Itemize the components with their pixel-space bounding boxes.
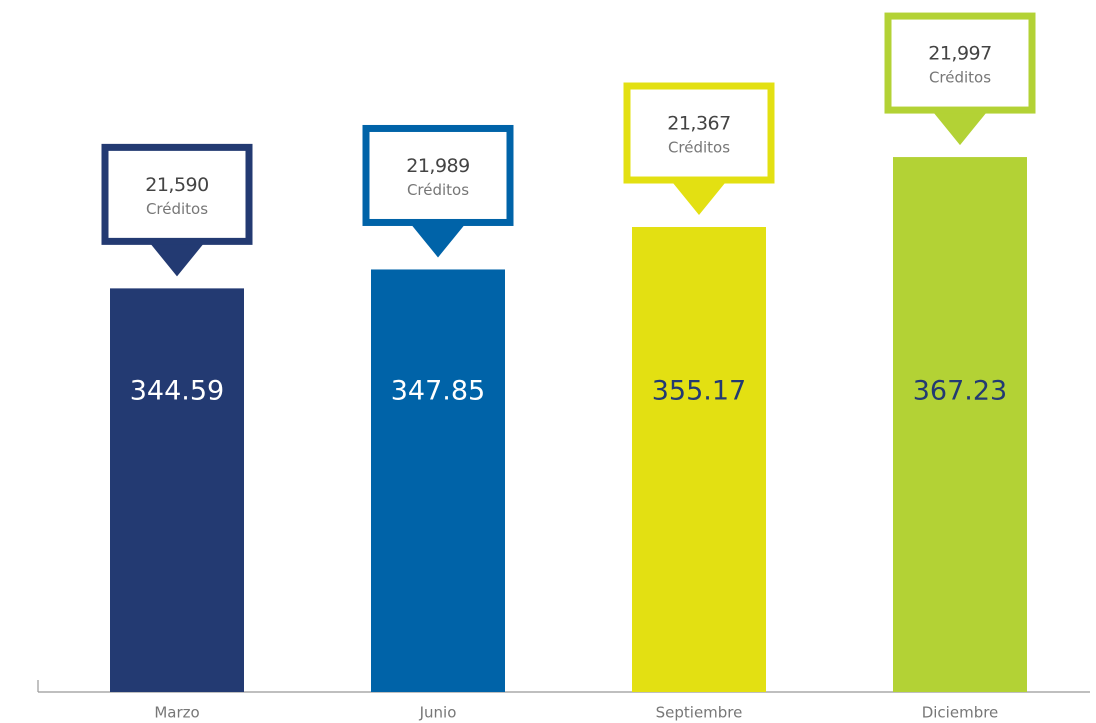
x-tick-label: Junio xyxy=(419,704,457,722)
credit-callout xyxy=(101,143,253,245)
x-tick-label: Septiembre xyxy=(656,704,743,722)
callout-pointer xyxy=(673,183,725,216)
credit-name-label: Créditos xyxy=(407,181,469,199)
credit-value-label: 21,367 xyxy=(667,113,730,135)
bar xyxy=(632,227,766,693)
bar xyxy=(110,288,244,692)
credit-value-label: 21,997 xyxy=(928,43,991,65)
credit-callout xyxy=(362,124,514,226)
callout-pointer xyxy=(412,225,464,258)
bar-value-label: 367.23 xyxy=(913,376,1007,407)
credit-value-label: 21,590 xyxy=(145,174,208,196)
credit-value-label: 21,989 xyxy=(406,155,469,177)
bar xyxy=(893,157,1027,693)
x-tick-label: Marzo xyxy=(154,704,199,722)
bar-value-label: 344.59 xyxy=(130,376,224,407)
bar xyxy=(371,269,505,692)
callout-pointer xyxy=(151,244,203,277)
bar-value-label: 355.17 xyxy=(652,376,746,407)
credit-name-label: Créditos xyxy=(146,200,208,218)
x-tick-label: Diciembre xyxy=(922,704,999,722)
bar-value-label: 347.85 xyxy=(391,376,485,407)
callout-pointer xyxy=(934,113,986,146)
credit-name-label: Créditos xyxy=(929,69,991,87)
credit-callout xyxy=(884,12,1036,114)
credit-name-label: Créditos xyxy=(668,139,730,157)
credit-callout xyxy=(623,82,775,184)
